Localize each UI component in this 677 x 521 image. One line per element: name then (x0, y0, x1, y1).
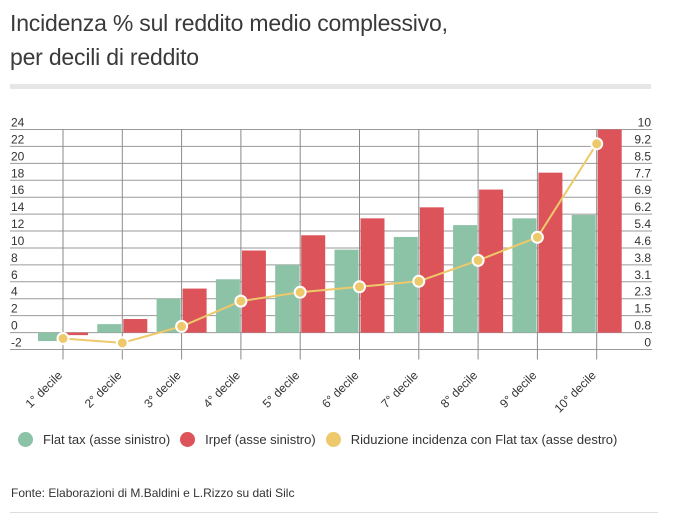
line-point (471, 253, 485, 267)
bar-irpef (360, 218, 385, 333)
left-tick-label: 20 (11, 149, 25, 163)
bar-flat-tax (38, 332, 62, 342)
legend-flat-tax-icon (18, 432, 33, 447)
x-tick-label: 3° decile (141, 368, 184, 411)
left-tick-label: 18 (11, 166, 25, 180)
line-point (115, 336, 129, 350)
right-tick-label: 3.1 (634, 268, 651, 282)
bar-irpef (301, 235, 326, 333)
left-tick-label: 12 (11, 217, 25, 231)
line-point (234, 294, 248, 308)
legend-irpef-icon (180, 432, 196, 447)
line-point (56, 332, 70, 345)
x-tick-label: 4° decile (200, 368, 243, 411)
x-tick-label: 8° decile (438, 368, 481, 411)
x-tick-label: 2° decile (82, 368, 125, 411)
right-tick-label: 6.2 (634, 200, 651, 214)
x-axis-labels: 1° decile 2° decile 3° decile 4° decile 5° d… (23, 368, 599, 415)
line-point (412, 274, 426, 288)
bar-irpef (241, 250, 266, 333)
left-tick-label: 24 (11, 116, 25, 130)
left-tick-label: 10 (11, 234, 25, 248)
right-tick-label: 2.3 (634, 285, 651, 299)
left-tick-label: 22 (11, 132, 25, 146)
line-point (530, 230, 544, 244)
x-tick-label: 10° decile (552, 368, 599, 415)
legend-riduzione-icon (325, 432, 341, 447)
legend-item-irpef[interactable]: Irpef (asse sinistro) (180, 432, 316, 447)
x-tick-label: 1° decile (23, 368, 66, 411)
bottom-divider (10, 512, 658, 513)
right-tick-label: 8.5 (634, 149, 651, 163)
line-point (175, 319, 189, 333)
legend-flat-tax-label: Flat tax (asse sinistro) (43, 432, 171, 447)
x-tick-label: 7° decile (378, 368, 421, 411)
chart-title-line1: Incidenza % sul reddito medio complessiv… (10, 10, 448, 36)
right-tick-label: 0 (644, 336, 651, 350)
right-tick-label: 5.4 (634, 217, 651, 231)
source-note: Fonte: Elaborazioni di M.Baldini e L.Riz… (11, 486, 295, 500)
right-tick-label: 9.2 (634, 132, 651, 146)
bar-flat-tax (334, 249, 359, 333)
bar-flat-tax (571, 214, 596, 333)
left-tick-label: 16 (11, 183, 25, 197)
legend-item-flat-tax[interactable]: Flat tax (asse sinistro) (18, 432, 170, 447)
x-tick-label: 6° decile (319, 368, 362, 411)
left-tick-label: 0 (11, 319, 18, 333)
right-tick-label: 6.9 (634, 183, 651, 197)
right-tick-label: 10 (638, 116, 652, 130)
bar-irpef (597, 129, 622, 333)
right-axis-ticks: 10 9.2 8.5 7.7 6.9 6.2 5.4 4.6 3.8 3.1 2.3 1.5 0.8 0 (634, 116, 651, 350)
chart-title: Incidenza % sul reddito medio complessiv… (10, 6, 448, 74)
bar-flat-tax (97, 324, 122, 333)
title-divider (10, 84, 651, 89)
legend-item-riduzione[interactable]: Riduzione incidenza con Flat tax (asse d… (325, 432, 618, 447)
legend: Flat tax (asse sinistro) Irpef (asse sin… (18, 432, 627, 447)
x-tick-label: 5° decile (260, 368, 303, 411)
chart-title-line2: per decili di reddito (10, 44, 199, 70)
line-point (293, 285, 307, 299)
left-tick-label: -2 (11, 336, 22, 350)
left-tick-label: 14 (11, 200, 25, 214)
left-tick-label: 2 (11, 302, 18, 316)
bar-flat-tax (275, 264, 300, 333)
right-tick-label: 1.5 (634, 302, 651, 316)
bar-flat-tax (453, 225, 478, 333)
legend-riduzione-label: Riduzione incidenza con Flat tax (asse d… (350, 432, 618, 447)
right-tick-label: 0.8 (634, 319, 651, 333)
line-point (590, 137, 604, 151)
bar-irpef (64, 332, 88, 336)
line-path (62, 143, 598, 344)
right-tick-label: 3.8 (634, 251, 651, 265)
line-point (353, 280, 366, 294)
left-tick-label: 4 (11, 285, 18, 299)
legend-irpef-label: Irpef (asse sinistro) (205, 432, 316, 447)
left-tick-label: 6 (11, 268, 18, 282)
line-series (56, 137, 604, 350)
bar-irpef (419, 207, 444, 333)
bar-irpef (123, 319, 148, 333)
right-tick-label: 7.7 (634, 166, 651, 180)
left-tick-label: 8 (11, 251, 18, 265)
x-tick-label: 9° decile (497, 368, 540, 411)
right-tick-label: 4.6 (634, 234, 651, 248)
bar-irpef (538, 172, 563, 333)
